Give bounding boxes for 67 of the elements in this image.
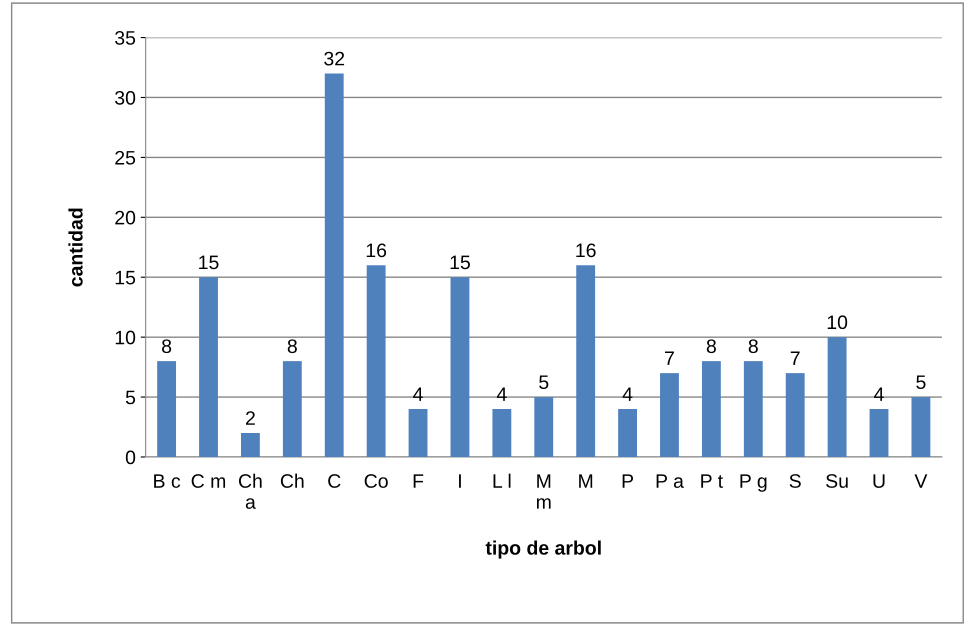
data-label: 4	[496, 387, 507, 401]
data-label: 5	[916, 375, 926, 390]
y-tick-label: 35	[115, 31, 136, 45]
data-label: 7	[790, 352, 800, 365]
bar	[534, 397, 554, 457]
x-tick-label: P t	[701, 474, 723, 488]
x-tick-label: V	[914, 474, 928, 488]
bar	[576, 265, 596, 457]
data-label: 8	[162, 339, 172, 354]
x-tick-label: P a	[656, 474, 684, 488]
bar	[492, 409, 512, 457]
data-label: 16	[366, 243, 386, 258]
y-tick-label: 5	[126, 390, 136, 404]
data-label: 16	[576, 243, 596, 258]
bar	[870, 409, 888, 457]
x-tick-label: Ch a	[238, 474, 262, 509]
bar	[702, 361, 721, 457]
data-label: 32	[324, 52, 344, 66]
bar	[282, 361, 302, 457]
data-label: 4	[874, 387, 884, 401]
x-tick-label: Co	[364, 474, 388, 488]
y-tick-label: 25	[115, 150, 136, 165]
data-label: 5	[539, 375, 548, 390]
bar	[828, 337, 847, 457]
x-tick-label: C m	[192, 474, 226, 488]
bar	[199, 277, 218, 457]
data-label: 8	[288, 339, 297, 354]
x-axis-title: tipo de arbol	[486, 540, 601, 559]
bar	[618, 409, 637, 457]
x-tick-label: S	[790, 474, 801, 488]
data-label: 4	[622, 387, 632, 401]
x-tick-label: U	[873, 474, 885, 488]
bar	[366, 265, 386, 457]
y-tick-label: 30	[115, 90, 136, 105]
x-tick-label: M m	[536, 474, 551, 509]
x-tick-label: C	[328, 474, 341, 488]
bar	[450, 277, 470, 457]
y-tick-label: 15	[116, 270, 136, 284]
x-tick-label: I	[459, 474, 461, 488]
bar	[157, 361, 176, 457]
x-tick-label: Ch	[280, 474, 304, 488]
y-tick-label: 20	[115, 210, 136, 225]
data-label: 4	[413, 387, 423, 401]
bar	[240, 433, 260, 457]
data-label: 8	[748, 339, 758, 354]
data-label: 8	[706, 339, 716, 354]
bar	[786, 373, 805, 457]
data-label: 15	[199, 256, 219, 270]
x-tick-label: P g	[740, 474, 766, 492]
bar	[660, 373, 679, 457]
x-tick-label: L l	[494, 474, 510, 488]
bar	[911, 397, 930, 457]
y-axis-title: cantidad	[68, 208, 83, 286]
y-tick-label: 0	[126, 450, 136, 464]
x-tick-label: F	[414, 474, 424, 488]
bar	[744, 361, 763, 457]
data-label: 15	[450, 256, 470, 270]
bar	[408, 409, 428, 457]
bar	[324, 74, 344, 457]
data-label: 2	[246, 411, 255, 425]
x-tick-label: B c	[154, 474, 180, 488]
x-tick-label: P	[622, 474, 634, 488]
data-label: 10	[828, 315, 848, 330]
data-label: 7	[665, 352, 674, 365]
x-tick-label: Su	[826, 474, 848, 488]
y-tick-label: 10	[116, 330, 136, 344]
x-tick-label: M	[579, 474, 592, 488]
